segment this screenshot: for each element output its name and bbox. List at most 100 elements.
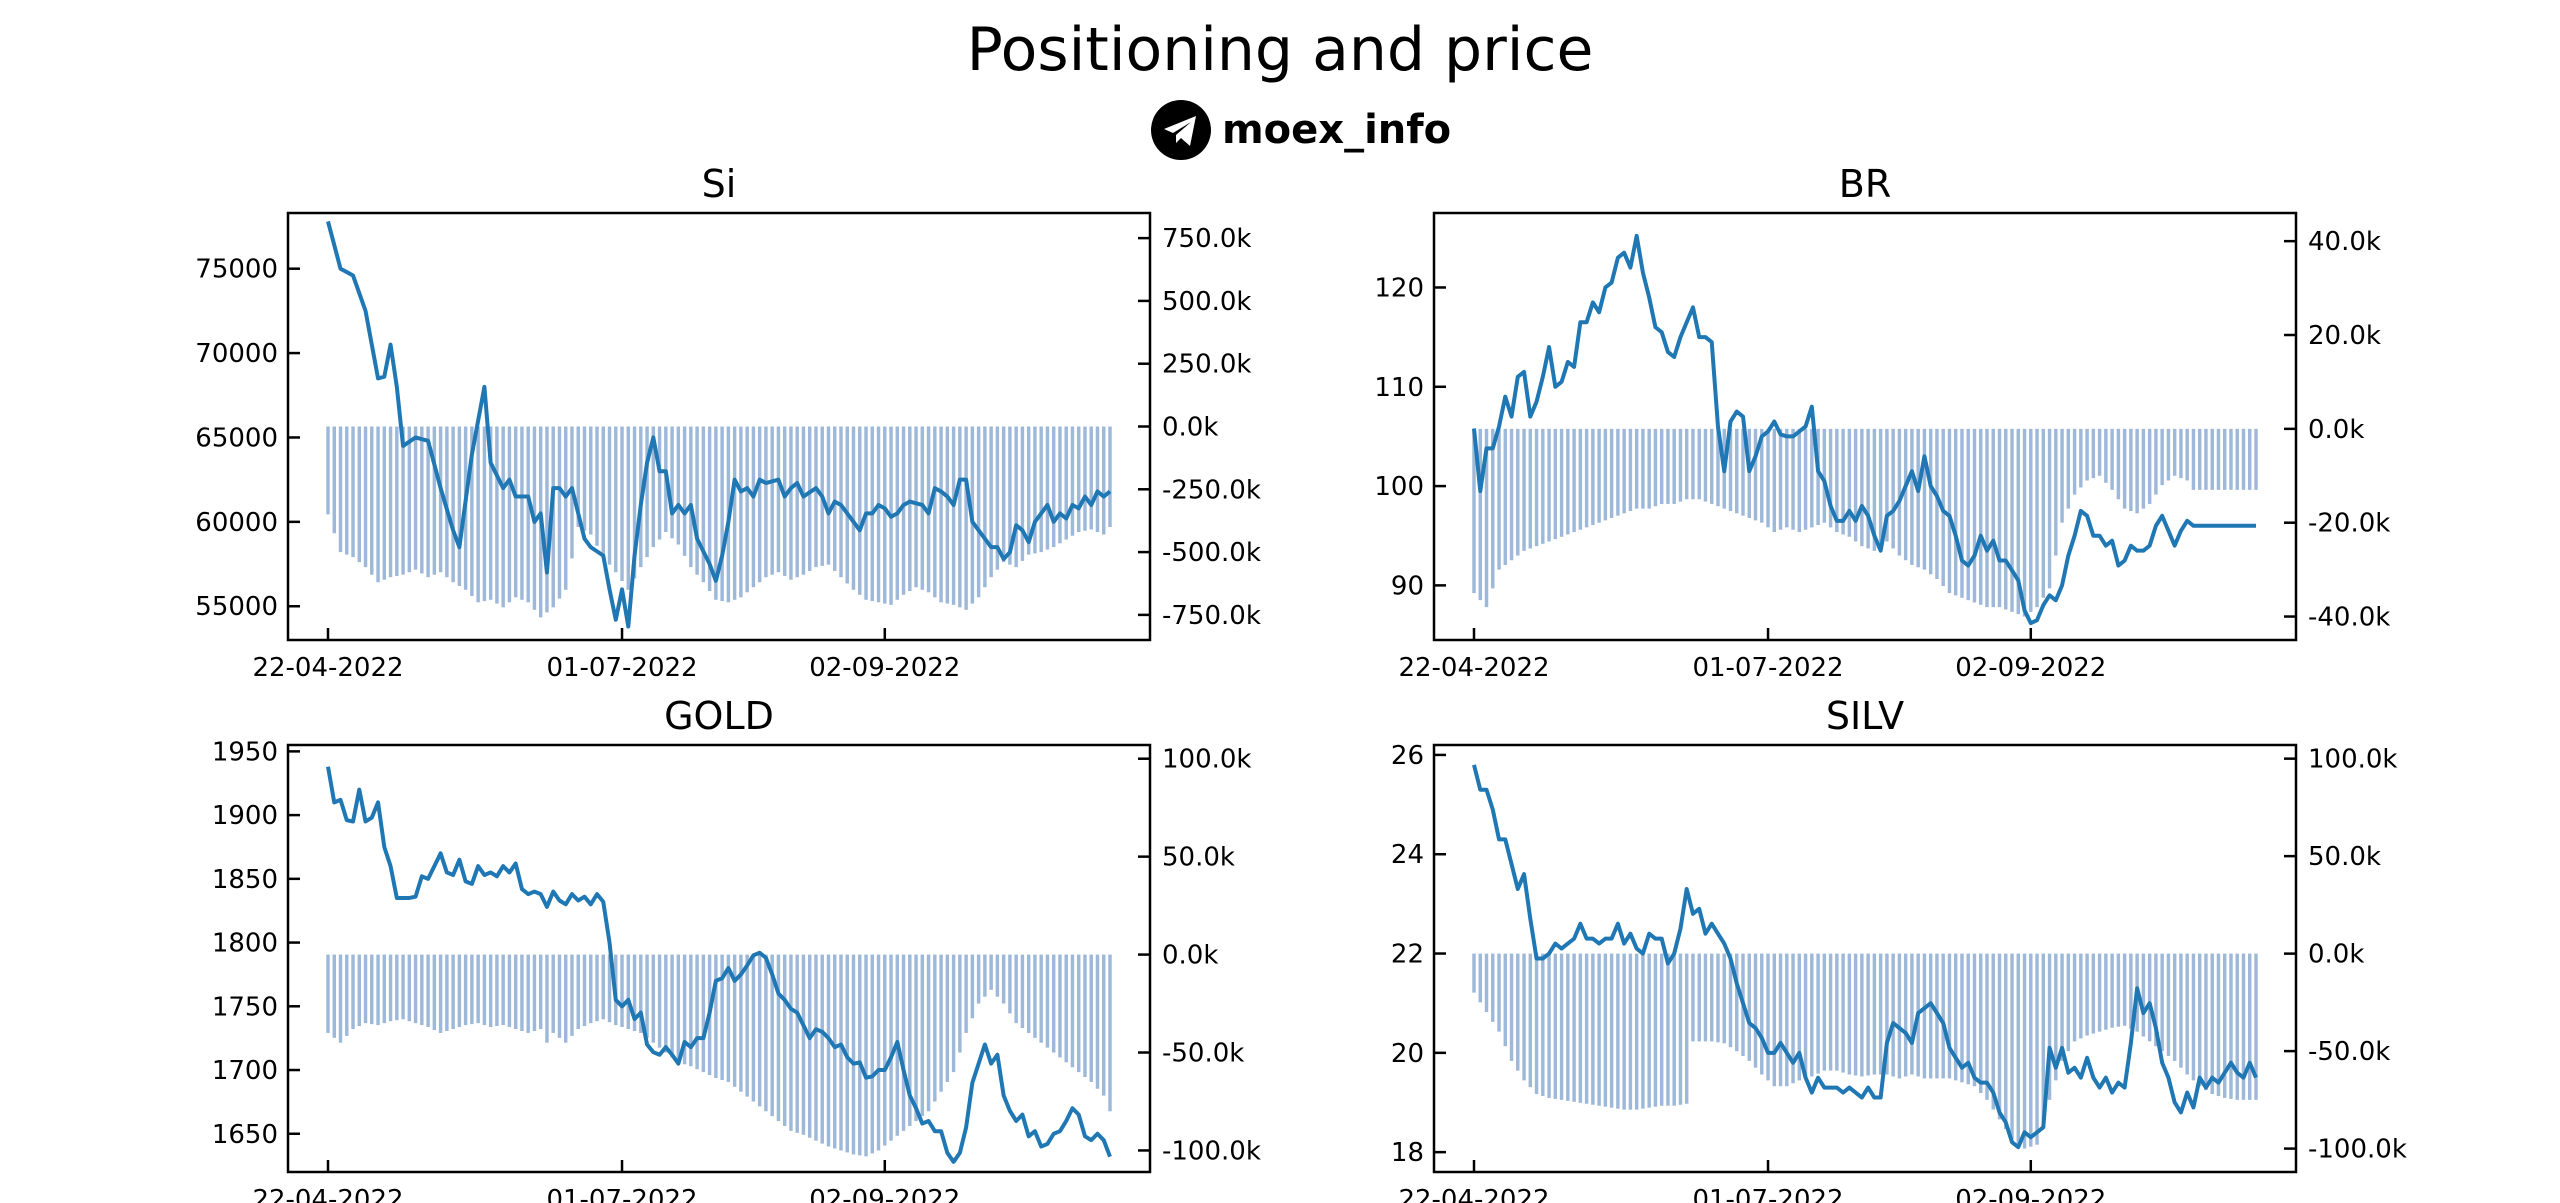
position-bar bbox=[526, 954, 530, 1033]
position-bar bbox=[1903, 953, 1908, 1077]
left-tick-label: 120 bbox=[1374, 273, 1424, 303]
x-tick-label: 01-07-2022 bbox=[546, 653, 697, 683]
position-bar bbox=[664, 954, 668, 1053]
position-bar bbox=[351, 954, 355, 1030]
position-bar bbox=[1991, 953, 1995, 1110]
position-bar bbox=[1791, 953, 1795, 1084]
position-bar bbox=[1553, 428, 1558, 540]
position-bar bbox=[1853, 953, 1858, 1076]
position-bar bbox=[1772, 428, 1777, 533]
plot-frame bbox=[1432, 743, 2298, 1174]
position-bar bbox=[2091, 953, 2096, 1034]
position-bar bbox=[2116, 428, 2121, 500]
position-bar bbox=[1516, 428, 1520, 556]
position-bar bbox=[2229, 953, 2233, 1099]
position-bar bbox=[764, 954, 768, 1112]
right-tick-label: -40.0k bbox=[2308, 603, 2390, 633]
position-bar bbox=[1703, 428, 1708, 502]
position-bar bbox=[1616, 953, 1620, 1109]
position-bar bbox=[2016, 428, 2020, 615]
position-bar bbox=[1634, 428, 1639, 509]
position-bar bbox=[582, 954, 587, 1027]
position-bar bbox=[438, 954, 443, 1033]
position-bar bbox=[695, 426, 699, 575]
position-bar bbox=[2085, 953, 2089, 1036]
position-bar bbox=[995, 426, 1000, 570]
position-bar bbox=[1697, 428, 1701, 500]
position-bar bbox=[1841, 428, 1845, 535]
position-bar bbox=[714, 954, 718, 1078]
position-bar bbox=[2191, 953, 2196, 1081]
position-bar bbox=[1472, 428, 1476, 594]
position-bar bbox=[495, 954, 499, 1027]
position-bar bbox=[757, 426, 762, 583]
position-bar bbox=[1684, 953, 1689, 1104]
plot-frame bbox=[1432, 211, 2298, 642]
position-bar bbox=[345, 954, 349, 1036]
position-bar bbox=[2129, 428, 2133, 511]
x-tick-label: 22-04-2022 bbox=[252, 1185, 403, 1203]
position-bar bbox=[1077, 954, 1081, 1073]
position-bar bbox=[620, 426, 624, 581]
position-bar bbox=[2010, 953, 2014, 1139]
position-bar bbox=[1001, 426, 1006, 563]
position-bar bbox=[1860, 953, 1864, 1077]
position-bar bbox=[864, 954, 868, 1157]
right-tick-label: 0.0k bbox=[2308, 415, 2364, 445]
position-bar bbox=[1766, 428, 1770, 528]
position-bar bbox=[876, 426, 881, 603]
left-tick-label: 20 bbox=[1391, 1039, 1424, 1069]
right-tick-label: 40.0k bbox=[2308, 227, 2381, 257]
position-bar bbox=[513, 954, 518, 1030]
x-tick-label: 02-09-2022 bbox=[809, 1185, 960, 1203]
position-bar bbox=[1509, 953, 1514, 1061]
position-bar bbox=[939, 426, 943, 603]
channel-name: moex_info bbox=[1222, 107, 1452, 153]
right-tick-label: -500.0k bbox=[1162, 538, 1261, 568]
position-bar bbox=[1628, 953, 1633, 1110]
position-bar bbox=[1578, 428, 1583, 530]
position-bar bbox=[1678, 428, 1683, 502]
position-bar bbox=[2223, 428, 2227, 490]
right-tick-label: -100.0k bbox=[2308, 1135, 2407, 1165]
position-bar bbox=[1735, 953, 1739, 1052]
right-tick-label: 250.0k bbox=[1162, 350, 1252, 380]
position-bar bbox=[1070, 426, 1075, 536]
position-bar bbox=[2054, 953, 2058, 1081]
position-bar bbox=[851, 954, 856, 1155]
position-bar bbox=[933, 954, 937, 1102]
position-bar bbox=[1922, 428, 1927, 570]
position-bar bbox=[2241, 953, 2246, 1100]
position-bar bbox=[1835, 428, 1839, 533]
position-bar bbox=[1522, 953, 1526, 1081]
x-tick-label: 02-09-2022 bbox=[1955, 1185, 2106, 1203]
position-bar bbox=[1710, 428, 1714, 504]
position-bar bbox=[901, 426, 906, 595]
position-bar bbox=[1603, 953, 1608, 1107]
position-bar bbox=[351, 426, 355, 558]
position-bar bbox=[639, 954, 643, 1033]
position-bar bbox=[1603, 428, 1608, 521]
position-bar bbox=[1778, 428, 1783, 530]
position-bar bbox=[526, 426, 530, 603]
left-tick-label: 18 bbox=[1391, 1138, 1424, 1168]
position-bar bbox=[1559, 428, 1564, 537]
x-tick-label: 22-04-2022 bbox=[1398, 653, 1549, 683]
position-bar bbox=[388, 426, 393, 578]
position-bar bbox=[1753, 428, 1758, 521]
left-tick-label: 1750 bbox=[212, 992, 278, 1022]
position-bar bbox=[851, 426, 856, 590]
position-bar bbox=[1866, 428, 1870, 549]
position-bar bbox=[407, 954, 412, 1022]
position-bar bbox=[995, 954, 1000, 997]
position-bar bbox=[2241, 428, 2246, 490]
position-bar bbox=[370, 426, 374, 575]
position-bar bbox=[1985, 428, 1989, 608]
position-bar bbox=[795, 954, 799, 1133]
position-bar bbox=[826, 426, 831, 565]
position-bar bbox=[2047, 953, 2052, 1100]
position-bar bbox=[607, 426, 612, 565]
position-bar bbox=[1979, 428, 1983, 605]
position-bar bbox=[2091, 428, 2096, 479]
position-bar bbox=[1503, 953, 1507, 1047]
